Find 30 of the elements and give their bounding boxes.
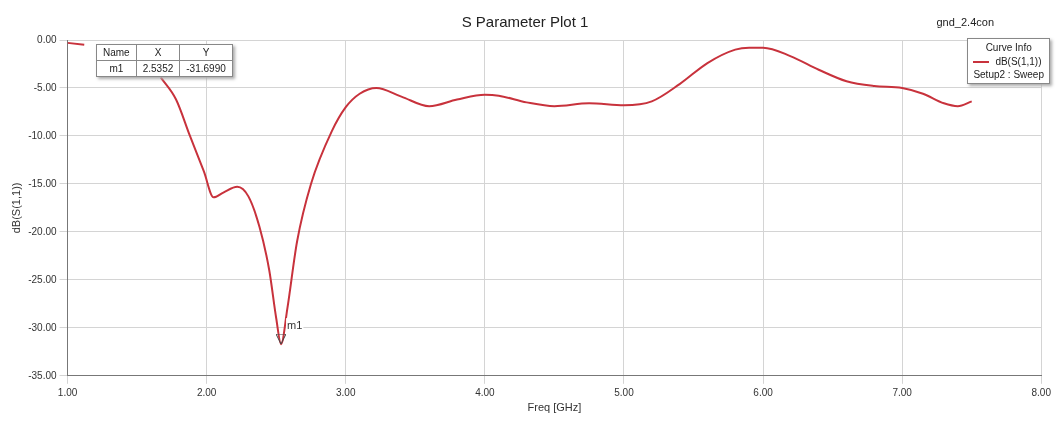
y-tick-label: -20.00 [28, 225, 57, 237]
y-axis-title: dB(S(1,1)) [9, 182, 22, 234]
x-tick-label: 7.00 [892, 386, 913, 398]
y-tick-label: -25.00 [28, 273, 57, 285]
x-tick-label: 3.00 [336, 386, 356, 398]
x-tick-label: 6.00 [753, 386, 774, 398]
y-tick-label: 0.00 [37, 33, 57, 45]
y-tick-label: -10.00 [28, 129, 57, 141]
annotation: -31.6990 [179, 60, 233, 77]
x-tick-label: 1.00 [57, 386, 78, 398]
annotation: Y [179, 44, 233, 61]
x-tick-label: 5.00 [614, 386, 635, 398]
legend-title: Curve Info [984, 42, 1033, 53]
y-tick-label: -15.00 [28, 177, 57, 189]
x-tick-label: 2.00 [196, 386, 217, 398]
annotation: m1 [287, 318, 303, 331]
x-tick-label: 8.00 [1031, 386, 1052, 398]
chart-subtitle: gnd_2.4con [936, 16, 994, 28]
annotation: Setup2 : Sweep [973, 69, 1044, 80]
y-tick-label: -30.00 [28, 321, 57, 333]
y-tick-label: -35.00 [28, 369, 57, 381]
y-tick-label: -5.00 [33, 81, 57, 93]
annotation: m1 [96, 60, 137, 77]
x-tick-label: 4.00 [475, 386, 496, 398]
annotation: Name [96, 44, 137, 61]
chart-title: S Parameter Plot 1 [461, 13, 589, 31]
legend-label: dB(S(1,1)) [995, 56, 1042, 67]
annotation: X [136, 44, 180, 61]
annotation: 2.5352 [136, 60, 180, 77]
x-axis-title: Freq [GHz] [527, 401, 582, 414]
